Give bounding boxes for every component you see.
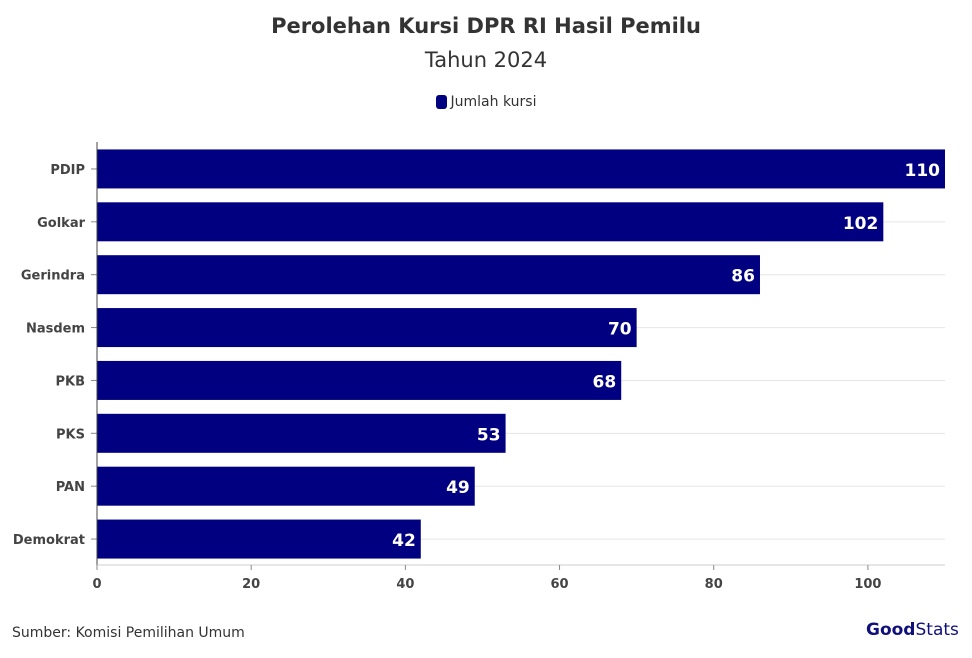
bar bbox=[97, 202, 884, 242]
x-tick-label: 40 bbox=[396, 577, 414, 592]
data-label: 70 bbox=[608, 320, 632, 340]
y-tick-label: Gerindra bbox=[21, 269, 85, 284]
chart-subtitle: Tahun 2024 bbox=[424, 48, 548, 72]
data-label: 53 bbox=[477, 425, 501, 445]
y-tick-label: PKS bbox=[56, 427, 85, 442]
bar bbox=[97, 413, 506, 453]
y-tick-label: PKB bbox=[55, 374, 85, 389]
chart-title: Perolehan Kursi DPR RI Hasil Pemilu bbox=[271, 14, 701, 38]
legend-swatch bbox=[435, 95, 447, 109]
data-label: 42 bbox=[392, 531, 416, 551]
bar bbox=[97, 360, 622, 400]
x-tick-label: 100 bbox=[854, 577, 881, 592]
bar bbox=[97, 466, 475, 506]
goodstats-logo: GoodStats bbox=[866, 620, 959, 640]
bar bbox=[97, 519, 421, 559]
x-tick-label: 0 bbox=[92, 577, 101, 592]
source-note: Sumber: Komisi Pemilihan Umum bbox=[12, 625, 245, 641]
y-tick-label: Golkar bbox=[37, 216, 85, 231]
data-label: 68 bbox=[593, 372, 617, 392]
data-label: 86 bbox=[731, 267, 755, 287]
logo-stats: Stats bbox=[915, 620, 959, 640]
y-tick-label: Nasdem bbox=[26, 322, 85, 337]
legend-label: Jumlah kursi bbox=[450, 94, 537, 110]
bar bbox=[97, 308, 637, 348]
logo-good: Good bbox=[866, 620, 916, 640]
x-tick-label: 80 bbox=[705, 577, 723, 592]
x-tick-label: 60 bbox=[550, 577, 568, 592]
y-tick-label: Demokrat bbox=[13, 533, 85, 548]
data-label: 102 bbox=[843, 214, 879, 234]
y-tick-label: PAN bbox=[56, 480, 85, 495]
bar bbox=[97, 255, 760, 295]
data-label: 110 bbox=[905, 161, 941, 181]
data-label: 49 bbox=[446, 478, 470, 498]
legend: Jumlah kursi bbox=[0, 94, 972, 110]
x-tick-label: 20 bbox=[242, 577, 260, 592]
bar bbox=[97, 149, 945, 189]
y-tick-label: PDIP bbox=[50, 163, 85, 178]
